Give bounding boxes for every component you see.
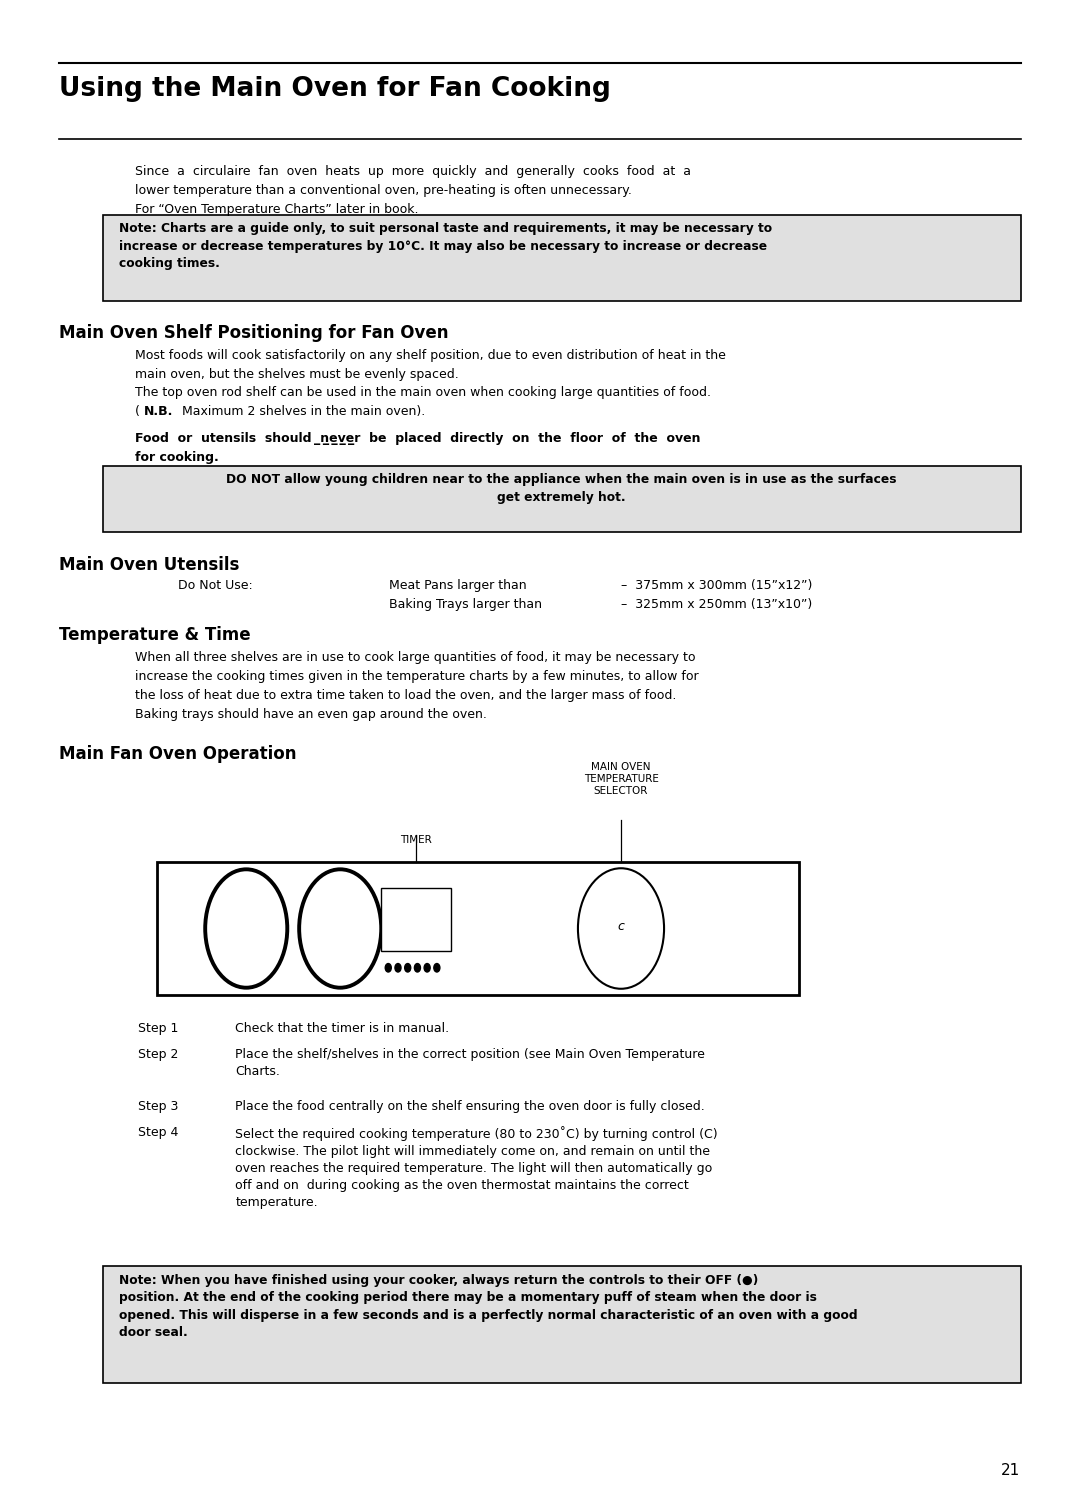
Text: Main Oven Utensils: Main Oven Utensils (59, 556, 240, 574)
Text: 21: 21 (1001, 1463, 1021, 1478)
Text: Main Oven Shelf Positioning for Fan Oven: Main Oven Shelf Positioning for Fan Oven (59, 323, 449, 341)
Text: increase the cooking times given in the temperature charts by a few minutes, to : increase the cooking times given in the … (135, 669, 699, 683)
Text: MAIN OVEN
TEMPERATURE
SELECTOR: MAIN OVEN TEMPERATURE SELECTOR (583, 762, 659, 796)
Text: for cooking.: for cooking. (135, 450, 219, 464)
Text: Most foods will cook satisfactorily on any shelf position, due to even distribut: Most foods will cook satisfactorily on a… (135, 349, 726, 361)
Circle shape (578, 869, 664, 988)
Bar (381, 888, 451, 950)
Text: the loss of heat due to extra time taken to load the oven, and the larger mass o: the loss of heat due to extra time taken… (135, 689, 676, 701)
Bar (103, 465, 1021, 532)
Circle shape (395, 964, 401, 972)
Bar (103, 215, 1021, 301)
Text: Main Fan Oven Operation: Main Fan Oven Operation (59, 745, 297, 763)
Text: Place the shelf/shelves in the correct position (see Main Oven Temperature
Chart: Place the shelf/shelves in the correct p… (235, 1049, 705, 1079)
Circle shape (405, 964, 410, 972)
Text: Temperature & Time: Temperature & Time (59, 626, 251, 644)
Circle shape (386, 964, 391, 972)
Text: Food  or  utensils  should  ̲n̲e̲v̲e̲r  be  placed  directly  on  the  floor  of: Food or utensils should ̲n̲e̲v̲e̲r be pl… (135, 432, 701, 444)
Text: Step 2: Step 2 (138, 1049, 178, 1061)
Text: –  325mm x 250mm (13”x10”): – 325mm x 250mm (13”x10”) (621, 598, 812, 610)
Text: –  375mm x 300mm (15”x12”): – 375mm x 300mm (15”x12”) (621, 579, 812, 592)
Text: c: c (618, 920, 624, 934)
Bar (103, 1266, 1021, 1383)
Text: Baking Trays larger than: Baking Trays larger than (389, 598, 542, 610)
Text: Step 4: Step 4 (138, 1126, 178, 1139)
Circle shape (415, 964, 420, 972)
Text: lower temperature than a conventional oven, pre-heating is often unnecessary.: lower temperature than a conventional ov… (135, 184, 632, 198)
Text: Do Not Use:: Do Not Use: (178, 579, 253, 592)
Text: DO NOT allow young children near to the appliance when the main oven is in use a: DO NOT allow young children near to the … (227, 473, 896, 505)
Ellipse shape (205, 869, 287, 988)
Text: Place the food centrally on the shelf ensuring the oven door is fully closed.: Place the food centrally on the shelf en… (235, 1100, 705, 1114)
Text: Note: Charts are a guide only, to suit personal taste and requirements, it may b: Note: Charts are a guide only, to suit p… (119, 222, 772, 270)
Text: Maximum 2 shelves in the main oven).: Maximum 2 shelves in the main oven). (178, 405, 426, 419)
Text: Using the Main Oven for Fan Cooking: Using the Main Oven for Fan Cooking (59, 76, 611, 101)
Text: Note: When you have finished using your cooker, always return the controls to th: Note: When you have finished using your … (119, 1274, 858, 1339)
Circle shape (434, 964, 440, 972)
Text: For “Oven Temperature Charts” later in book.: For “Oven Temperature Charts” later in b… (135, 202, 419, 216)
Text: main oven, but the shelves must be evenly spaced.: main oven, but the shelves must be evenl… (135, 367, 459, 381)
Bar (157, 861, 799, 994)
Text: Select the required cooking temperature (80 to 230˚C) by turning control (C)
clo: Select the required cooking temperature … (235, 1126, 718, 1209)
Ellipse shape (299, 869, 381, 988)
Text: Step 3: Step 3 (138, 1100, 178, 1114)
Circle shape (424, 964, 430, 972)
Text: Step 1: Step 1 (138, 1021, 178, 1035)
Text: Since  a  circulaire  fan  oven  heats  up  more  quickly  and  generally  cooks: Since a circulaire fan oven heats up mor… (135, 166, 691, 178)
Text: When all three shelves are in use to cook large quantities of food, it may be ne: When all three shelves are in use to coo… (135, 651, 696, 663)
Text: Baking trays should have an even gap around the oven.: Baking trays should have an even gap aro… (135, 707, 487, 721)
Text: The top oven rod shelf can be used in the main oven when cooking large quantitie: The top oven rod shelf can be used in th… (135, 387, 711, 399)
Text: TIMER: TIMER (400, 834, 432, 845)
Text: Meat Pans larger than: Meat Pans larger than (389, 579, 526, 592)
Text: Check that the timer is in manual.: Check that the timer is in manual. (235, 1021, 449, 1035)
Text: (: ( (135, 405, 140, 419)
Text: N.B.: N.B. (144, 405, 173, 419)
